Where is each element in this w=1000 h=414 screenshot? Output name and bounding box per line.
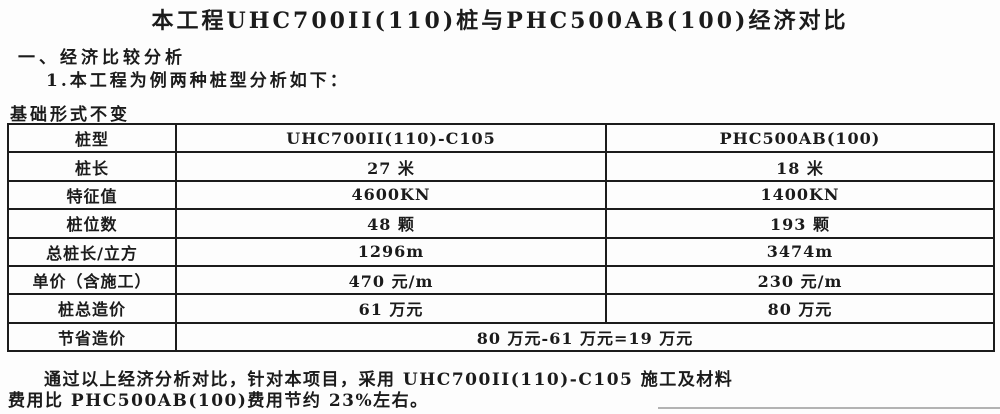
conclusion-paragraph: 通过以上经济分析对比，针对本项目，采用 UHC700II(110)-C105 施…: [8, 370, 992, 412]
uhc-value-cell: 61 万元: [175, 293, 607, 324]
table-header-row: 桩型 UHC700II(110)-C105 PHC500AB(100): [7, 122, 995, 154]
phc-value-cell: 18 米: [605, 151, 995, 182]
row-label-cell: 桩总造价: [7, 293, 177, 324]
uhc-value-cell: 48 颗: [175, 208, 607, 239]
phc-value-cell: 1400KN: [605, 179, 995, 211]
next-table-top-border-fragment: [658, 407, 1000, 409]
table-row-unit-price: 单价（含施工） 470 元/m 230 元/m: [7, 264, 995, 296]
conclusion-line-2: 费用比 PHC500AB(100)费用节约 23%左右。: [8, 391, 429, 411]
table-row-total-cost: 桩总造价 61 万元 80 万元: [7, 293, 995, 324]
table-row-total-length: 总桩长/立方 1296m 3474m: [7, 236, 995, 267]
table-row-characteristic-value: 特征值 4600KN 1400KN: [7, 179, 995, 211]
table-caption: 基础形式不变: [10, 105, 130, 125]
uhc-value-cell: 27 米: [175, 151, 607, 182]
row-label-cell: 桩长: [7, 151, 177, 182]
row-label-cell: 特征值: [7, 179, 177, 211]
table-row-pile-count: 桩位数 48 颗 193 颗: [7, 208, 995, 239]
row-label-cell: 节省造价: [7, 321, 177, 353]
row-label-cell: 桩位数: [7, 208, 177, 239]
table-row-savings: 节省造价 80 万元-61 万元=19 万元: [7, 321, 995, 353]
phc-value-cell: 3474m: [605, 236, 995, 267]
sub-heading: 1.本工程为例两种桩型分析如下：: [46, 71, 350, 91]
uhc-value-cell: 4600KN: [175, 179, 607, 211]
phc-value-cell: 230 元/m: [605, 264, 995, 296]
comparison-table: 桩型 UHC700II(110)-C105 PHC500AB(100) 桩长 2…: [7, 122, 995, 353]
row-label-cell: 单价（含施工）: [7, 264, 177, 296]
section-heading: 一、经济比较分析: [18, 48, 186, 68]
header-phc-cell: PHC500AB(100): [605, 122, 995, 154]
uhc-value-cell: 1296m: [175, 236, 607, 267]
header-uhc-cell: UHC700II(110)-C105: [175, 122, 607, 154]
phc-value-cell: 193 颗: [605, 208, 995, 239]
conclusion-line-1: 通过以上经济分析对比，针对本项目，采用 UHC700II(110)-C105 施…: [44, 370, 734, 390]
savings-value-cell: 80 万元-61 万元=19 万元: [175, 321, 995, 353]
header-pile-type-cell: 桩型: [7, 122, 177, 154]
uhc-value-cell: 470 元/m: [175, 264, 607, 296]
page-title: 本工程UHC700II(110)桩与PHC500AB(100)经济对比: [151, 8, 849, 34]
row-label-cell: 总桩长/立方: [7, 236, 177, 267]
phc-value-cell: 80 万元: [605, 293, 995, 324]
table-row-pile-length: 桩长 27 米 18 米: [7, 151, 995, 182]
